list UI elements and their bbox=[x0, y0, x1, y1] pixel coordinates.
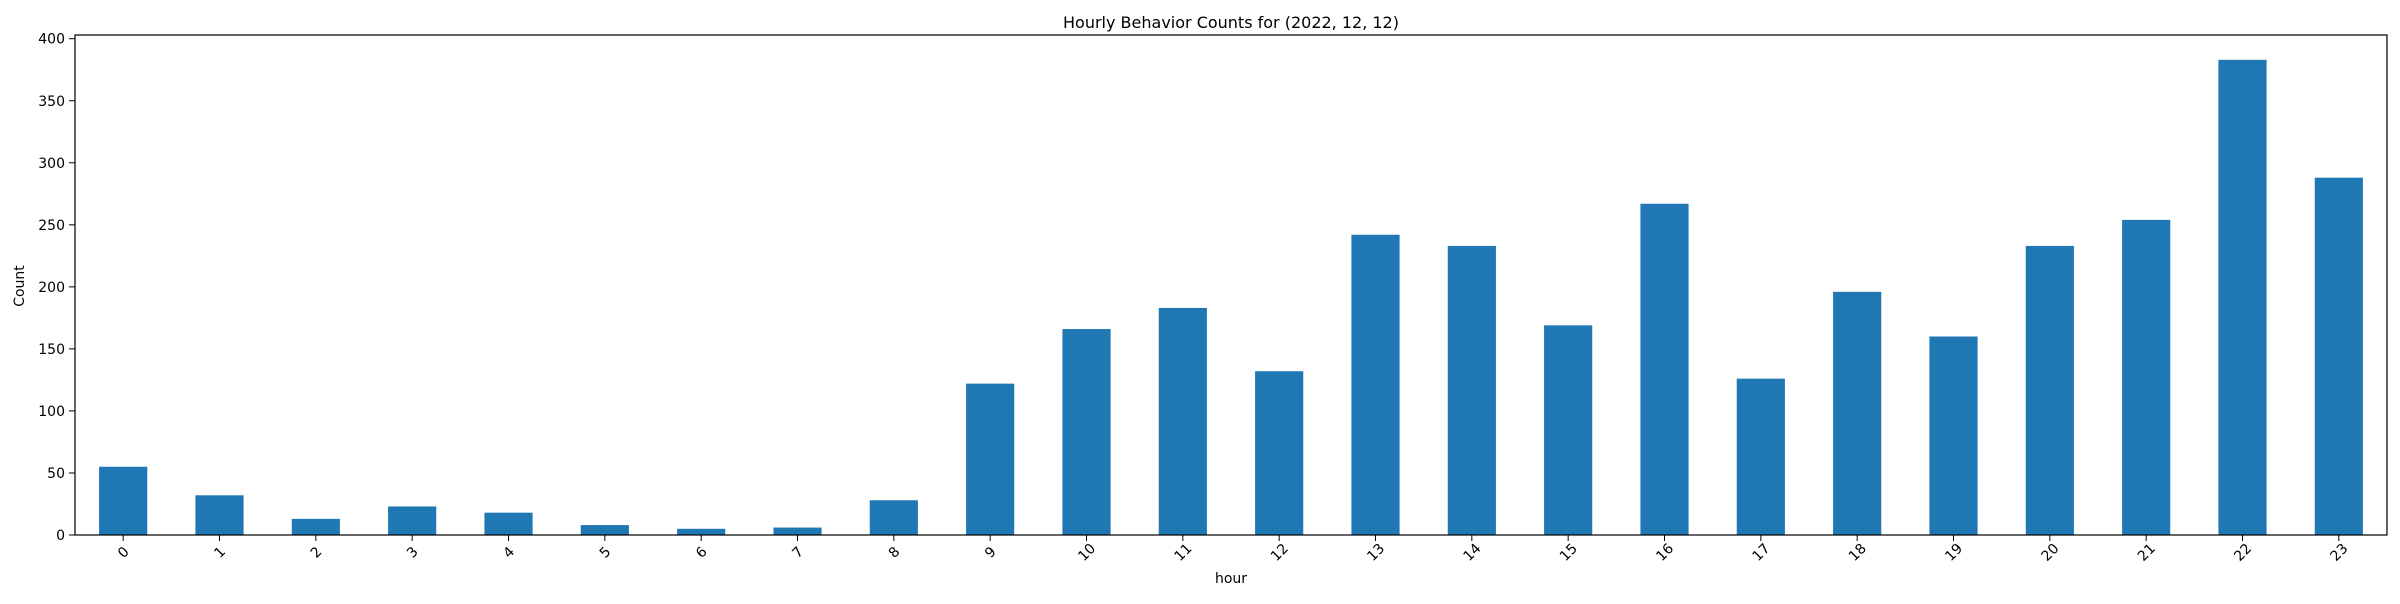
y-tick-label: 200 bbox=[38, 280, 65, 296]
y-tick-label: 350 bbox=[38, 94, 65, 110]
bar-hour-23 bbox=[2314, 177, 2363, 535]
bar-hour-6 bbox=[677, 528, 726, 535]
bar-hour-16 bbox=[1640, 203, 1689, 536]
bar-hour-7 bbox=[773, 527, 822, 535]
bar-hour-3 bbox=[388, 506, 437, 535]
plot-frame bbox=[74, 34, 2388, 536]
y-tick-label: 150 bbox=[38, 342, 65, 358]
bar-hour-15 bbox=[1544, 325, 1593, 535]
bar-hour-17 bbox=[1736, 378, 1785, 535]
bar-hour-2 bbox=[291, 518, 340, 535]
y-tick-label: 100 bbox=[38, 404, 65, 420]
bar-hour-18 bbox=[1833, 291, 1882, 535]
y-tick-label: 50 bbox=[47, 466, 65, 482]
bar-hour-5 bbox=[580, 525, 629, 535]
bar-hour-12 bbox=[1255, 371, 1304, 535]
bars-group bbox=[99, 59, 2363, 536]
bar-hour-9 bbox=[966, 383, 1015, 535]
bar-hour-11 bbox=[1158, 307, 1207, 535]
chart-title: Hourly Behavior Counts for (2022, 12, 12… bbox=[1063, 13, 1399, 32]
y-axis: 0 50 100 150 200 250 300 350 400 bbox=[38, 32, 75, 544]
bar-hour-14 bbox=[1447, 245, 1496, 536]
bar-hour-10 bbox=[1062, 329, 1111, 535]
y-tick-label: 0 bbox=[56, 528, 65, 544]
bar-hour-8 bbox=[869, 500, 918, 535]
y-tick-label: 250 bbox=[38, 218, 65, 234]
y-tick-label: 300 bbox=[38, 156, 65, 172]
y-tick-label: 400 bbox=[38, 32, 65, 48]
x-axis-label: hour bbox=[1215, 571, 1247, 587]
bar-hour-19 bbox=[1929, 336, 1978, 535]
bar-hour-13 bbox=[1351, 234, 1400, 535]
bar-hour-1 bbox=[195, 495, 244, 535]
x-axis: 0 1 2 3 4 5 6 7 8 9 10 11 12 13 14 15 16 17 18 19 20 21 22 23 bbox=[115, 535, 2352, 565]
bar-hour-4 bbox=[484, 512, 533, 535]
bar-hour-22 bbox=[2218, 59, 2267, 536]
bar-hour-20 bbox=[2025, 245, 2074, 536]
y-axis-label: Count bbox=[12, 265, 28, 307]
bar-hour-0 bbox=[99, 466, 148, 535]
bar-hour-21 bbox=[2122, 219, 2171, 536]
